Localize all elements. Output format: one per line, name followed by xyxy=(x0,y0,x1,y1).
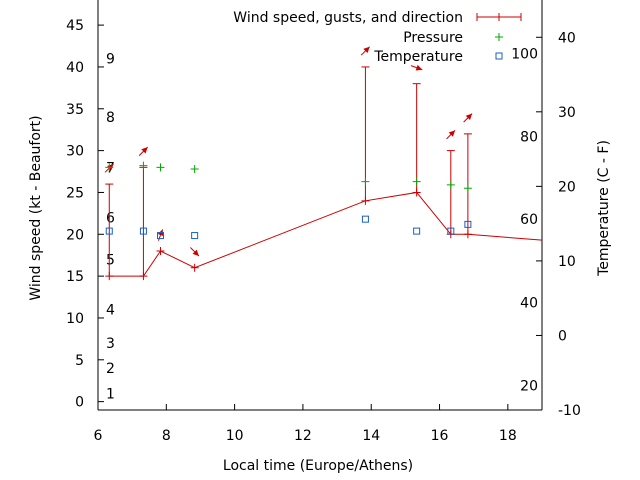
y-left-tick-label: 40 xyxy=(66,60,84,76)
wind-speed-point xyxy=(105,272,114,281)
wind-direction-arrowhead xyxy=(415,64,423,71)
x-tick-label: 6 xyxy=(94,428,103,444)
beaufort-label: 2 xyxy=(106,361,115,377)
pressure-point xyxy=(190,165,199,174)
temperature-point xyxy=(105,227,113,235)
y-left-tick-label: 35 xyxy=(66,102,84,118)
x-axis-label: Local time (Europe/Athens) xyxy=(223,458,413,474)
temperature-point xyxy=(361,215,369,223)
y-right-tick-label: 0 xyxy=(558,328,567,344)
wind-speed-line xyxy=(109,191,543,277)
x-tick-label: 16 xyxy=(431,428,449,444)
y-left-tick-label: 5 xyxy=(75,353,84,369)
beaufort-label: 5 xyxy=(106,252,115,268)
temperature-point xyxy=(157,232,165,240)
pressure-point xyxy=(156,163,165,172)
x-tick-label: 8 xyxy=(162,428,171,444)
x-tick-label: 14 xyxy=(362,428,380,444)
beaufort-label: 4 xyxy=(106,303,115,319)
y-left-tick-label: 15 xyxy=(66,269,84,285)
beaufort-label: 9 xyxy=(106,52,115,68)
x-tick-label: 12 xyxy=(294,428,312,444)
y-right-tick-label: 40 xyxy=(558,30,576,46)
fahrenheit-label: 100 xyxy=(511,47,538,63)
y-left-tick-label: 25 xyxy=(66,185,84,201)
legend-swatch-pressure xyxy=(495,33,503,41)
legend-label-wind: Wind speed, gusts, and direction xyxy=(233,10,463,26)
y-right-tick-label: 10 xyxy=(558,254,576,270)
wind-speed-point xyxy=(412,188,421,197)
temperature-point xyxy=(447,227,455,235)
pressure-point xyxy=(446,180,455,189)
legend-label-pressure: Pressure xyxy=(403,30,463,46)
fahrenheit-label: 20 xyxy=(520,378,538,394)
y-right-tick-label: 20 xyxy=(558,179,576,195)
legend-swatch-temperature xyxy=(495,52,503,60)
x-tick-label: 10 xyxy=(226,428,244,444)
fahrenheit-label: 80 xyxy=(520,129,538,145)
beaufort-label: 3 xyxy=(106,336,115,352)
legend-label-temperature: Temperature xyxy=(373,49,463,65)
y-right-tick-label: -10 xyxy=(558,403,581,419)
wind-direction-arrowhead xyxy=(465,113,473,120)
fahrenheit-label: 40 xyxy=(520,296,538,312)
temperature-point xyxy=(413,227,421,235)
y-axis-left-label: Wind speed (kt - Beaufort) xyxy=(28,115,44,300)
wind-speed-point xyxy=(463,230,472,239)
pressure-point xyxy=(361,177,370,186)
wind-direction-arrowhead xyxy=(141,147,148,154)
wind-direction-arrowhead xyxy=(192,249,199,256)
fahrenheit-label: 60 xyxy=(520,212,538,228)
y-left-tick-label: 45 xyxy=(66,18,84,34)
beaufort-label: 1 xyxy=(106,386,115,402)
temperature-point xyxy=(464,220,472,228)
wind-speed-point xyxy=(139,272,148,281)
y-right-tick-label: 30 xyxy=(558,105,576,121)
y-left-tick-label: 30 xyxy=(66,144,84,160)
pressure-point xyxy=(412,177,421,186)
beaufort-label: 8 xyxy=(106,110,115,126)
x-tick-label: 18 xyxy=(499,428,517,444)
wind-speed-point xyxy=(156,247,165,256)
beaufort-label: 6 xyxy=(106,211,115,227)
wind-direction-arrowhead xyxy=(363,46,370,54)
temperature-point xyxy=(139,227,147,235)
y-axis-right-label: Temperature (C - F) xyxy=(596,140,612,277)
pressure-point xyxy=(463,184,472,193)
y-left-tick-label: 20 xyxy=(66,227,84,243)
y-left-tick-label: 0 xyxy=(75,395,84,411)
y-left-tick-label: 10 xyxy=(66,311,84,327)
pressure-point xyxy=(139,161,148,170)
wind-speed-point xyxy=(361,196,370,205)
wind-direction-arrowhead xyxy=(448,130,456,137)
pressure-point xyxy=(105,163,114,172)
temperature-point xyxy=(191,232,199,240)
wind-speed-point xyxy=(190,263,199,272)
